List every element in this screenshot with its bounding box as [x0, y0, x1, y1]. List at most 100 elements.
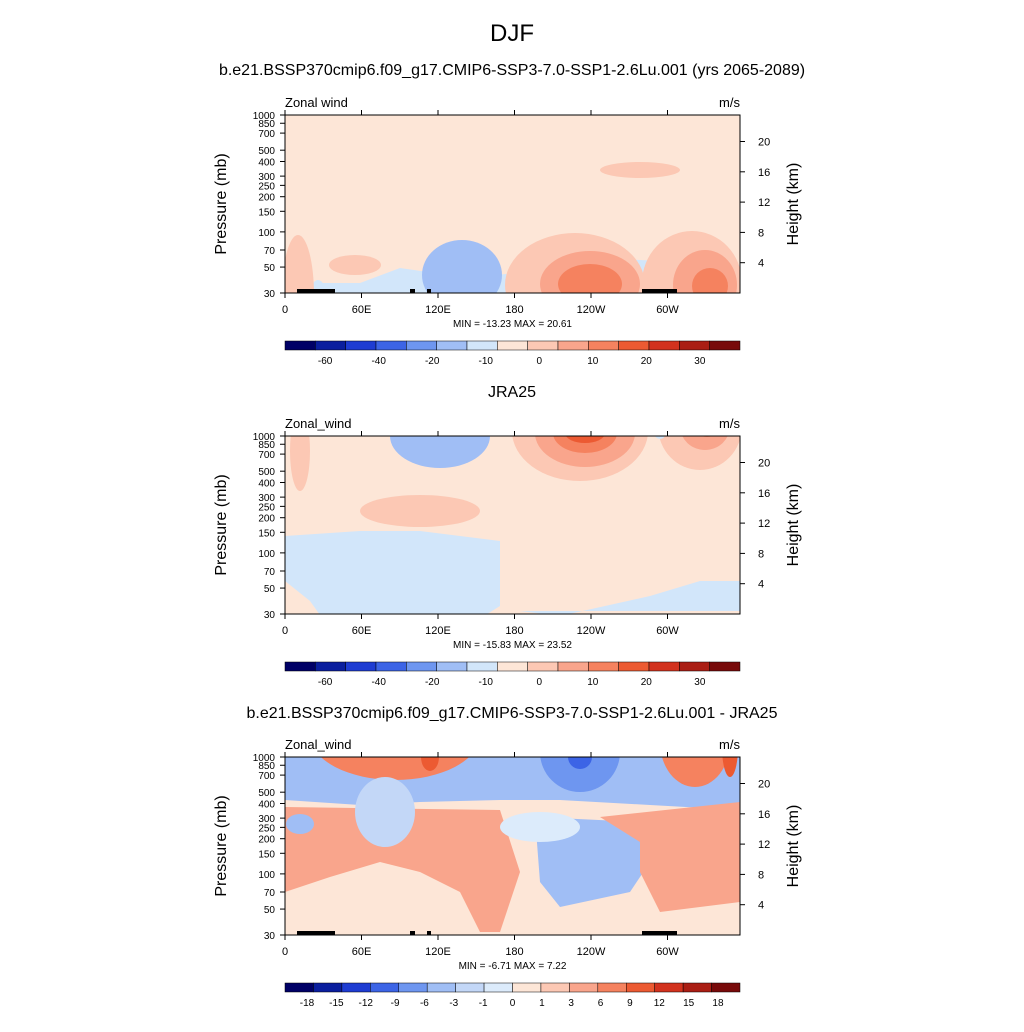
topography-marker [297, 289, 335, 293]
y-tick-label: 250 [258, 181, 275, 192]
colorbar-label: -20 [425, 356, 440, 367]
colorbar-box [626, 982, 655, 993]
y2-tick-label: 16 [758, 809, 770, 821]
colorbar-label: 3 [568, 998, 574, 1009]
y2-tick-label: 8 [758, 227, 764, 239]
contour-region [340, 358, 500, 382]
colorbar-label: 18 [712, 998, 724, 1009]
y-tick-label: 30 [264, 289, 276, 300]
colorbar-box [711, 982, 741, 993]
y-axis-label: Pressure (mb) [213, 795, 230, 896]
y2-tick-label: 8 [758, 548, 764, 560]
y-axis-label: Pressure (mb) [213, 474, 230, 575]
y-tick-label: 200 [258, 514, 275, 525]
colorbar-label: 20 [641, 677, 653, 688]
panel-title-obs: JRA25 [487, 384, 537, 401]
y-tick-label: 30 [264, 931, 276, 942]
contour-region [565, 436, 605, 443]
x-tick-label: 60W [656, 946, 679, 958]
y2-axis-label: Height (km) [785, 805, 802, 888]
contour-region [422, 240, 502, 293]
y-tick-label: 250 [258, 823, 275, 834]
colorbar-label: -60 [318, 677, 333, 688]
colorbar-box [618, 340, 650, 351]
colorbar-label: 20 [641, 356, 653, 367]
colorbar-box [284, 982, 314, 993]
contour-region [692, 268, 728, 293]
x-tick-label: 120W [577, 946, 606, 958]
y-tick-label: 400 [258, 479, 275, 490]
y2-tick-label: 12 [758, 839, 770, 851]
colorbar-label: 1 [539, 998, 545, 1009]
colorbar-box [648, 340, 680, 351]
colorbar-box [618, 661, 650, 672]
colorbar-box [654, 982, 684, 993]
colorbar-box [345, 661, 377, 672]
y-tick-label: 500 [258, 467, 275, 478]
contour-region [350, 727, 390, 757]
y-tick-label: 70 [264, 246, 276, 257]
colorbar-box [436, 340, 468, 351]
main-title: DJF [490, 20, 534, 47]
x-tick-label: 180 [505, 304, 523, 316]
x-tick-label: 0 [282, 946, 288, 958]
panel-title-diff: b.e21.BSSP370cmip6.f09_g17.CMIP6-SSP3-7.… [246, 705, 778, 722]
colorbar-label: -6 [420, 998, 429, 1009]
contour-region [286, 814, 314, 834]
y-tick-label: 150 [258, 207, 275, 218]
colorbar-box [341, 982, 371, 993]
colorbar-box [709, 661, 741, 672]
topography-marker [642, 931, 677, 935]
colorbar-box [284, 661, 316, 672]
y-tick-label: 100 [258, 228, 275, 239]
y-tick-label: 50 [264, 263, 276, 274]
contour-region [360, 495, 480, 527]
contour-region [535, 817, 650, 907]
y-tick-label: 100 [258, 549, 275, 560]
contour-region [290, 436, 310, 491]
y2-tick-label: 8 [758, 869, 764, 881]
x-tick-label: 120W [577, 304, 606, 316]
colorbar-box [679, 340, 710, 351]
contour-panel-model: 0 60E 120E 180 120W 60W3050701001502002503004… [213, 95, 802, 382]
y2-tick-label: 16 [758, 488, 770, 500]
colorbar-box [313, 982, 343, 993]
x-tick-label: 120E [425, 304, 451, 316]
colorbar-label: -15 [329, 998, 344, 1009]
colorbar-box [466, 340, 498, 351]
topography-marker [642, 289, 677, 293]
plot-frame [284, 756, 741, 936]
colorbar-label: 0 [536, 356, 542, 367]
variable-label: Zonal wind [285, 95, 348, 110]
colorbar-box [709, 340, 741, 351]
y-tick-label: 1000 [253, 432, 276, 443]
colorbar-label: -20 [425, 677, 440, 688]
colorbar-box [284, 340, 316, 351]
colorbar-box [315, 340, 346, 351]
colorbar-box [679, 661, 710, 672]
colorbar-label: 9 [627, 998, 633, 1009]
colorbar-box [455, 982, 485, 993]
colorbar-label: -12 [358, 998, 373, 1009]
y-tick-label: 400 [258, 800, 275, 811]
y-tick-label: 70 [264, 888, 276, 899]
units-label: m/s [719, 737, 740, 752]
colorbar-label: -3 [449, 998, 458, 1009]
y2-tick-label: 12 [758, 518, 770, 530]
plot-frame [284, 114, 741, 294]
colorbar-box [466, 661, 498, 672]
colorbar-box [497, 661, 528, 672]
y-tick-label: 100 [258, 870, 275, 881]
contour-region [535, 436, 635, 467]
contour-region [701, 436, 713, 437]
y-tick-label: 850 [258, 761, 275, 772]
contour-region [285, 807, 520, 932]
y2-tick-label: 12 [758, 197, 770, 209]
colorbar-label: 10 [587, 356, 599, 367]
y-tick-label: 50 [264, 905, 276, 916]
y2-tick-label: 4 [758, 258, 764, 270]
x-tick-label: 60W [656, 304, 679, 316]
colorbar-box [569, 982, 599, 993]
colorbar-label: 6 [598, 998, 604, 1009]
y2-axis-label: Height (km) [785, 163, 802, 246]
